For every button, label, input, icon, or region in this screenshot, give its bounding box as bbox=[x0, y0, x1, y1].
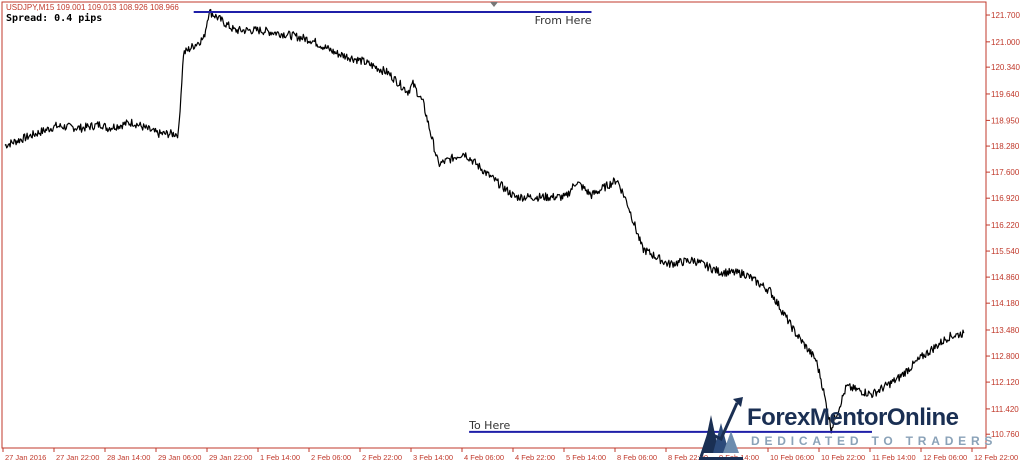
y-tick-label: 119.640 bbox=[991, 90, 1020, 99]
x-tick-label: 2 Feb 22:00 bbox=[362, 453, 402, 462]
x-tick-label: 11 Feb 14:00 bbox=[872, 453, 916, 462]
x-tick-label: 10 Feb 06:00 bbox=[770, 453, 814, 462]
price-series-line bbox=[4, 8, 965, 434]
logo-name-online: Online bbox=[886, 404, 959, 431]
brand-logo: ForexMentorOnline DEDICATED TO TRADERS bbox=[697, 393, 997, 463]
x-tick-label: 29 Jan 06:00 bbox=[158, 453, 201, 462]
y-tick-label: 112.120 bbox=[991, 378, 1020, 387]
x-tick-label: 12 Feb 06:00 bbox=[923, 453, 967, 462]
y-tick-label: 116.220 bbox=[991, 221, 1020, 230]
x-tick-label: 10 Feb 22:00 bbox=[821, 453, 865, 462]
x-tick-label: 8 Feb 06:00 bbox=[617, 453, 657, 462]
x-tick-label: 3 Feb 14:00 bbox=[413, 453, 453, 462]
y-tick-label: 113.480 bbox=[991, 326, 1020, 335]
y-tick-label: 111.420 bbox=[991, 405, 1019, 414]
x-tick-label: 27 Jan 22:00 bbox=[56, 453, 99, 462]
y-tick-label: 121.700 bbox=[991, 11, 1020, 20]
x-tick-label: 4 Feb 22:00 bbox=[515, 453, 555, 462]
plot-frame bbox=[1, 1, 987, 449]
x-tick-label: 8 Feb 22:00 bbox=[668, 453, 708, 462]
x-tick-label: 29 Jan 22:00 bbox=[209, 453, 252, 462]
logo-name-mentor: Mentor bbox=[809, 404, 888, 431]
y-tick-label: 116.920 bbox=[991, 194, 1020, 203]
annotation-label: From Here bbox=[535, 14, 592, 27]
logo-name: ForexMentorOnline bbox=[747, 404, 959, 432]
y-tick-label: 114.860 bbox=[991, 273, 1020, 282]
x-tick-label: 12 Feb 22:00 bbox=[974, 453, 1018, 462]
y-tick-label: 115.540 bbox=[991, 247, 1020, 256]
annotation-label: To Here bbox=[468, 419, 510, 432]
x-tick-label: 4 Feb 06:00 bbox=[464, 453, 504, 462]
y-tick-label: 120.340 bbox=[991, 63, 1020, 72]
y-tick-label: 110.760 bbox=[991, 430, 1020, 439]
spread-label: Spread: 0.4 pips bbox=[6, 13, 103, 24]
symbol-header: USDJPY,M15 109.001 109.013 108.926 108.9… bbox=[6, 3, 179, 12]
y-tick-label: 121.000 bbox=[991, 38, 1020, 47]
scroll-marker-icon bbox=[490, 2, 498, 7]
x-tick-label: 27 Jan 2016 bbox=[5, 453, 46, 462]
x-tick-label: 28 Jan 14:00 bbox=[107, 453, 150, 462]
y-tick-label: 117.600 bbox=[991, 168, 1020, 177]
y-tick-label: 114.180 bbox=[991, 299, 1020, 308]
x-tick-label: 1 Feb 14:00 bbox=[260, 453, 300, 462]
y-tick-label: 112.800 bbox=[991, 352, 1020, 361]
logo-name-forex: Forex bbox=[747, 404, 810, 431]
x-tick-label: 2 Feb 06:00 bbox=[311, 453, 351, 462]
y-tick-label: 118.280 bbox=[991, 142, 1020, 151]
logo-mark-icon bbox=[699, 397, 743, 460]
x-tick-label: 5 Feb 14:00 bbox=[566, 453, 606, 462]
logo-tagline: DEDICATED TO TRADERS bbox=[751, 434, 998, 448]
y-tick-label: 118.950 bbox=[991, 116, 1020, 125]
